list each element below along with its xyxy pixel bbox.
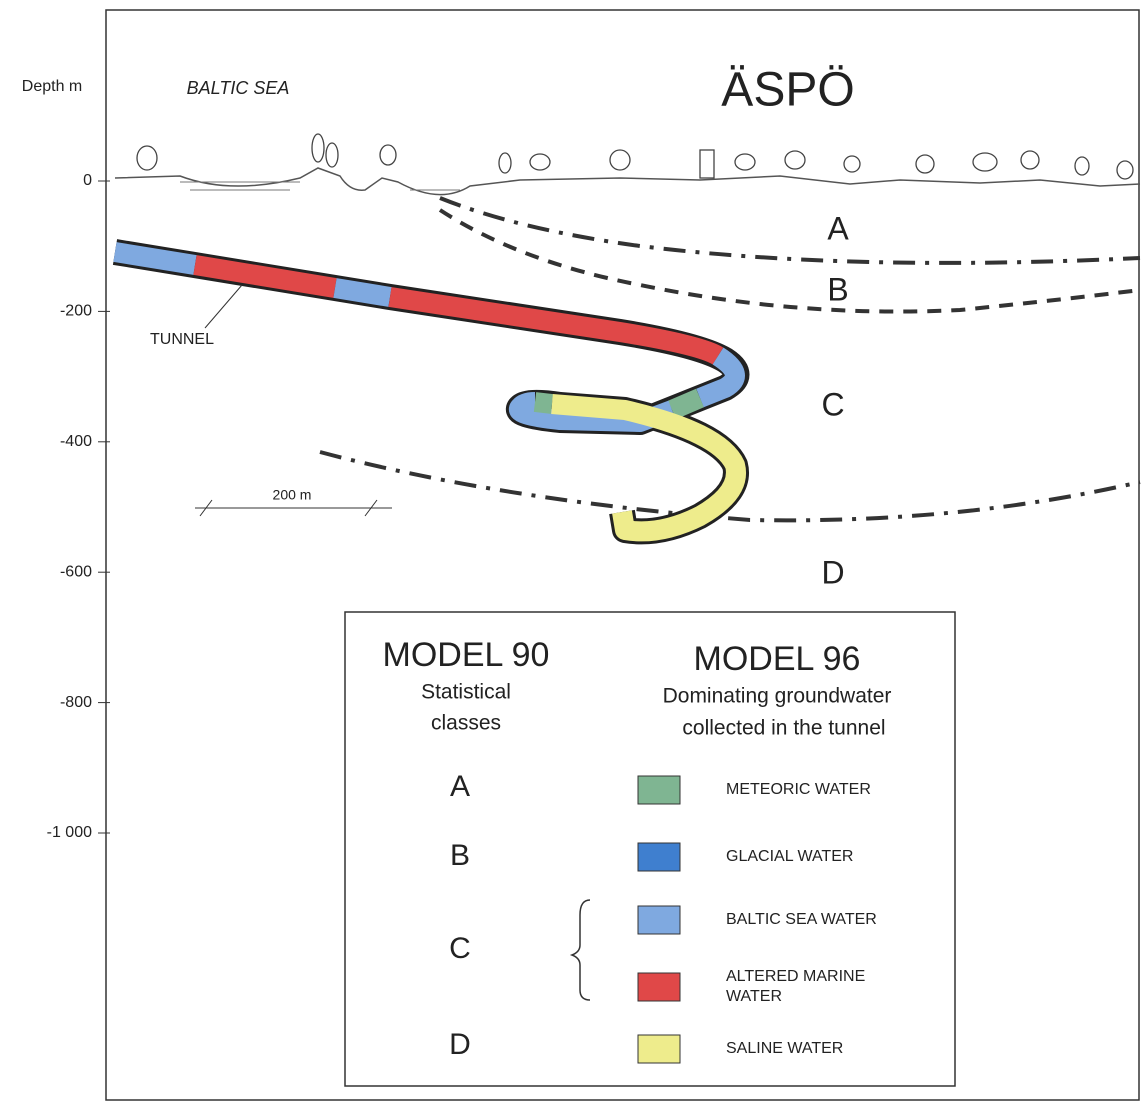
- legend-label: METEORIC WATER: [726, 781, 871, 798]
- legend-subtitle: Statistical: [421, 681, 511, 704]
- class-label: B: [450, 839, 470, 872]
- legend-swatch: [638, 1035, 680, 1063]
- scale-label: 200 m: [273, 487, 312, 503]
- tunnel-segment: [335, 288, 390, 297]
- tunnel-segment: [195, 265, 335, 288]
- legend-swatch: [638, 973, 680, 1001]
- legend-title: MODEL 96: [694, 640, 861, 678]
- zone-label: C: [821, 386, 844, 422]
- tick-label: -400: [60, 433, 92, 450]
- zone-label: D: [821, 554, 844, 590]
- legend-label: ALTERED MARINE: [726, 968, 865, 985]
- tunnel-segment: [535, 402, 552, 404]
- page: Depth m 0 -200 -400 -600 -800 -1 000 BALTIC S…: [0, 0, 1142, 1108]
- tunnel-segment: [115, 252, 195, 265]
- legend-subtitle: collected in the tunnel: [682, 717, 885, 740]
- legend-swatch: [638, 776, 680, 804]
- trees: [137, 134, 1133, 179]
- sea-label: BALTIC SEA: [187, 78, 290, 98]
- tick-label: -600: [60, 563, 92, 580]
- legend-subtitle: classes: [431, 712, 501, 735]
- legend-title: MODEL 90: [383, 636, 550, 674]
- island-label: ÄSPÖ: [721, 64, 854, 117]
- tick-label: -1 000: [47, 824, 92, 841]
- axis-label: Depth m: [22, 78, 82, 95]
- legend-swatch: [638, 906, 680, 934]
- legend-label: WATER: [726, 988, 782, 1005]
- boundary-a-b: [440, 198, 1140, 263]
- tunnel-segment: [672, 398, 700, 410]
- axis-ticks: 0 -200 -400 -600 -800 -1 000: [47, 172, 110, 841]
- tick-label: -200: [60, 303, 92, 320]
- legend-label: BALTIC SEA WATER: [726, 911, 877, 928]
- tunnel-label: TUNNEL: [150, 331, 214, 348]
- tunnel-pointer: [205, 285, 242, 328]
- class-label: A: [450, 770, 470, 803]
- tick-label: 0: [83, 172, 92, 189]
- class-label: D: [449, 1028, 471, 1061]
- class-label: C: [449, 932, 471, 965]
- legend-swatch: [638, 843, 680, 871]
- tunnel: [115, 252, 737, 531]
- tick-label: -800: [60, 694, 92, 711]
- ground-surface: [115, 168, 1140, 195]
- legend-label: GLACIAL WATER: [726, 848, 853, 865]
- zone-label: B: [827, 271, 848, 307]
- legend-subtitle: Dominating groundwater: [663, 685, 892, 708]
- tunnel-segment: [390, 297, 718, 356]
- diagram: Depth m 0 -200 -400 -600 -800 -1 000 BALTIC S…: [0, 0, 1142, 1103]
- zone-label: A: [827, 210, 849, 246]
- legend-label: SALINE WATER: [726, 1040, 843, 1057]
